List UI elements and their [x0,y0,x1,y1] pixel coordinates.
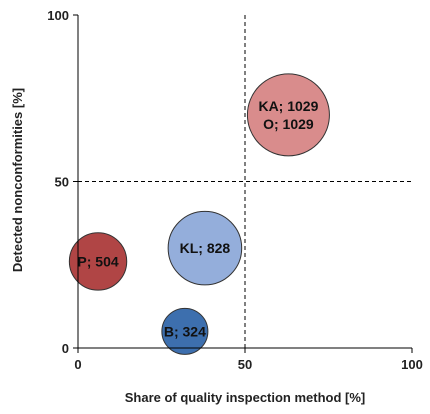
x-tick-label: 100 [401,357,423,372]
x-axis-title: Share of quality inspection method [%] [125,390,366,405]
bubble-2 [68,232,128,291]
bubble-1 [167,210,243,286]
y-tick-label: 100 [47,8,69,23]
axis-layer: 0 50 100 0 50 100 [47,8,423,372]
bubble-0 [246,73,330,157]
y-axis-title: Detected nonconformities [%] [10,88,25,272]
bubble-3 [161,307,209,355]
x-tick-label: 50 [238,357,252,372]
bubble-label: O; 1029 [263,116,314,132]
bubble-label: KL; 828 [180,240,231,256]
y-tick-label: 50 [55,175,69,190]
plot-layer [78,15,412,348]
x-tick-label: 0 [74,357,81,372]
bubble-label: P; 504 [77,253,118,269]
bubble-label: KA; 1029 [258,98,318,114]
bubble-layer: KA; 1029 O; 1029 KL; 828 P; 504 B; 324 [68,73,330,355]
bubble-label: B; 324 [164,323,206,339]
y-tick-label: 0 [62,341,69,356]
